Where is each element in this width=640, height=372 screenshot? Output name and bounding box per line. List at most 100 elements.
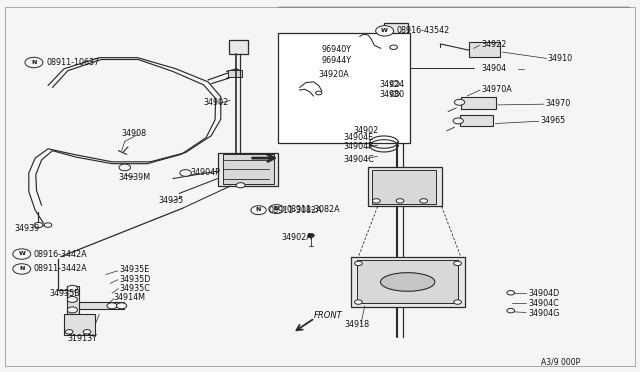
Text: 34904D: 34904D (528, 289, 559, 298)
Text: 34939: 34939 (14, 224, 39, 233)
Circle shape (34, 222, 43, 228)
Ellipse shape (380, 273, 435, 291)
Text: 34924: 34924 (380, 80, 404, 89)
Bar (384, 23, 408, 39)
Text: N: N (31, 60, 36, 65)
Circle shape (390, 91, 399, 96)
Circle shape (180, 170, 191, 176)
Bar (461, 97, 496, 109)
Text: A3/9 000P: A3/9 000P (541, 357, 580, 366)
Circle shape (355, 300, 362, 304)
Circle shape (65, 330, 73, 334)
Text: 34939M: 34939M (118, 173, 150, 182)
Bar (288, 80, 307, 100)
Text: 34904: 34904 (482, 64, 507, 73)
Text: 34904P: 34904P (191, 169, 221, 177)
Text: 34935B: 34935B (50, 289, 81, 298)
Text: W: W (381, 28, 388, 33)
Circle shape (269, 205, 284, 214)
Text: 34965: 34965 (541, 116, 566, 125)
Bar (368, 167, 442, 206)
Text: 34902A: 34902A (282, 233, 312, 242)
Bar (278, 33, 410, 143)
Circle shape (67, 307, 77, 313)
Text: 96944Y: 96944Y (322, 56, 352, 65)
Bar (64, 314, 95, 335)
Circle shape (396, 199, 404, 203)
Text: 34920A: 34920A (319, 70, 349, 79)
Circle shape (25, 57, 43, 68)
Text: 34904E: 34904E (344, 133, 374, 142)
Circle shape (507, 291, 515, 295)
Circle shape (13, 264, 31, 274)
Text: N: N (256, 207, 261, 212)
Bar (469, 42, 500, 57)
Text: 08916-3442A: 08916-3442A (34, 250, 88, 259)
Bar (229, 40, 248, 54)
Bar (228, 70, 242, 77)
Circle shape (107, 303, 117, 309)
Text: N: N (19, 266, 24, 271)
Text: 08911-3082A: 08911-3082A (286, 205, 340, 214)
Circle shape (116, 303, 127, 309)
Text: 34904C: 34904C (528, 299, 559, 308)
Text: 31913Y: 31913Y (67, 334, 97, 343)
Bar (278, 7, 629, 352)
Bar (79, 302, 124, 309)
Text: 34922: 34922 (482, 40, 508, 49)
Text: 34980: 34980 (380, 90, 404, 99)
Bar (460, 115, 493, 126)
Circle shape (67, 285, 77, 291)
Text: 34904F: 34904F (344, 142, 373, 151)
Text: 34970: 34970 (545, 99, 570, 108)
Text: N: N (274, 206, 279, 211)
Bar (351, 257, 465, 307)
Text: 34910: 34910 (548, 54, 573, 63)
Text: FRONT: FRONT (314, 311, 342, 320)
Text: 34935D: 34935D (120, 275, 151, 283)
Circle shape (453, 118, 463, 124)
Text: 34908: 34908 (122, 129, 147, 138)
Text: 34904G: 34904G (528, 309, 559, 318)
Text: 34970A: 34970A (482, 85, 513, 94)
Circle shape (308, 234, 314, 237)
Circle shape (44, 223, 52, 227)
Circle shape (13, 249, 31, 259)
Text: 34935: 34935 (159, 196, 184, 205)
Circle shape (420, 199, 428, 203)
Text: W: W (19, 251, 25, 256)
Text: 34902: 34902 (354, 126, 379, 135)
Circle shape (119, 164, 131, 171)
Circle shape (454, 99, 465, 105)
Circle shape (507, 308, 515, 313)
Circle shape (376, 26, 394, 36)
Text: 34902: 34902 (204, 98, 228, 107)
Text: 08911-3442A: 08911-3442A (34, 264, 88, 273)
Text: 34935E: 34935E (120, 265, 150, 274)
Text: 96940Y: 96940Y (322, 45, 352, 54)
Bar (314, 87, 330, 99)
Text: 08911-10637: 08911-10637 (46, 58, 99, 67)
Text: 08916-43542: 08916-43542 (397, 26, 450, 35)
Text: 34914M: 34914M (114, 293, 146, 302)
Text: 34904C: 34904C (344, 155, 374, 164)
Circle shape (316, 91, 322, 95)
Circle shape (454, 261, 461, 266)
Bar (358, 36, 378, 54)
Bar (218, 153, 278, 186)
Circle shape (251, 206, 266, 215)
Circle shape (355, 261, 362, 266)
Circle shape (390, 81, 399, 86)
Bar (372, 170, 436, 204)
Circle shape (454, 300, 461, 304)
Bar (388, 40, 399, 54)
Text: 34918: 34918 (344, 320, 369, 329)
Text: 08911-3082A: 08911-3082A (269, 206, 323, 215)
Circle shape (236, 183, 245, 188)
Circle shape (83, 330, 91, 334)
Bar (67, 286, 79, 314)
Text: 34935C: 34935C (120, 284, 150, 293)
Circle shape (252, 206, 265, 214)
Circle shape (372, 199, 380, 203)
Circle shape (390, 45, 397, 49)
